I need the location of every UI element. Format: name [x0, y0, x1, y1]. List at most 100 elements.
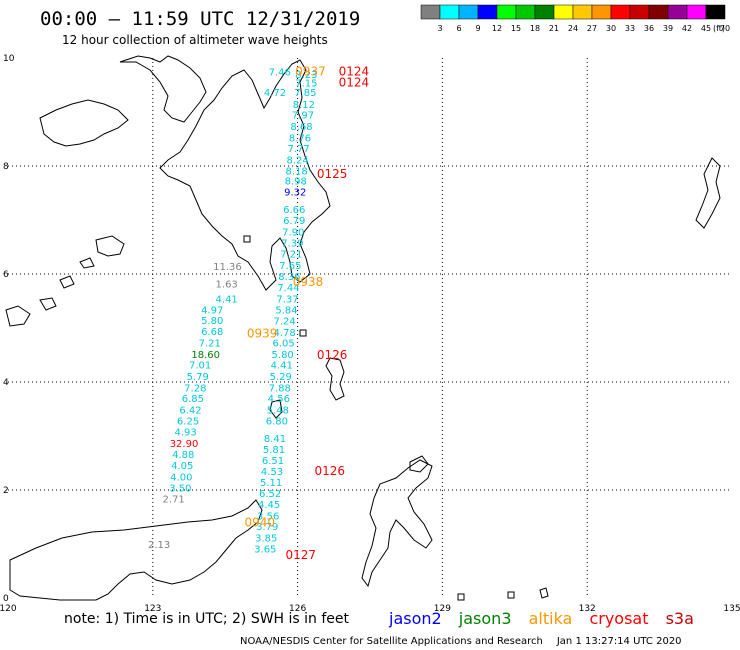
pass-time: 0127 — [286, 548, 317, 562]
wave-height-value: 7.21 — [199, 339, 221, 350]
legend-swatch — [667, 4, 688, 20]
wave-height-value: 9.32 — [284, 187, 306, 198]
wave-height-value: 6.80 — [266, 416, 288, 427]
wave-height-value: 6.68 — [201, 327, 223, 338]
legend-swatch — [648, 4, 669, 20]
wave-height-value: 7.65 — [279, 261, 301, 272]
wave-height-value: 5.48 — [267, 406, 289, 417]
legend-swatch — [420, 4, 441, 20]
lon-tick-label: 123 — [144, 604, 161, 614]
wave-height-value: 6.05 — [273, 339, 295, 350]
lat-tick-label: 6 — [3, 270, 9, 280]
samar-leyte-coast — [119, 55, 207, 123]
legend-swatch — [591, 4, 612, 20]
wave-height-value: 4.97 — [201, 306, 223, 317]
wave-height-value: 5.80 — [201, 316, 223, 327]
credit: NOAA/NESDIS Center for Satellite Applica… — [240, 636, 543, 647]
pass-time: 0937 — [295, 65, 326, 79]
pass-time: 0124 — [339, 75, 370, 89]
sat-jason2: jason2 — [389, 609, 442, 628]
legend-tick: 9 — [475, 24, 480, 33]
wave-height-value: 3.65 — [254, 544, 276, 555]
legend-swatch — [553, 4, 574, 20]
wave-height-value: 7.15 — [295, 78, 317, 89]
wave-height-value: 7.28 — [184, 383, 206, 394]
wave-height-value: 4.53 — [261, 467, 283, 478]
wave-height-value: 8.36 — [278, 272, 300, 283]
legend-swatch — [705, 4, 726, 20]
sat-altika: altika — [528, 609, 573, 628]
morotai-island — [409, 455, 429, 473]
wave-height-value: 2.13 — [148, 540, 170, 551]
wave-height-value: 7.24 — [273, 316, 295, 327]
wave-height-value: 11.36 — [213, 262, 242, 273]
wave-height-value: 4.78 — [273, 328, 295, 339]
coastlines — [5, 55, 721, 601]
legend-tick: 18 — [530, 24, 540, 33]
wave-height-value: 7.88 — [269, 383, 291, 394]
axis-labels: 120 123 126 129 132 135 10 8 6 4 2 0 — [0, 54, 740, 614]
wave-height-value: 5.84 — [275, 306, 297, 317]
wave-height-value: 5.81 — [263, 445, 285, 456]
talaud-coast — [325, 357, 345, 401]
wave-height-value: 4.72 — [264, 88, 286, 99]
wave-height-value: 5.79 — [187, 372, 209, 383]
note-text: note: 1) Time is in UTC; 2) SWH is in fe… — [64, 611, 350, 627]
footer: NOAA/NESDIS Center for Satellite Applica… — [240, 636, 682, 647]
wave-height-value: 7.90 — [282, 227, 304, 238]
legend-swatch — [610, 4, 631, 20]
legend-tick: 15 — [511, 24, 521, 33]
wave-height-value: 6.25 — [177, 416, 199, 427]
wave-height-value: 7.97 — [292, 111, 314, 122]
wave-height-value: 4.88 — [172, 450, 194, 461]
visayas-coast — [39, 99, 129, 147]
wave-height-value: 8.41 — [264, 434, 286, 445]
lat-tick-label: 8 — [3, 162, 9, 172]
wave-height-value: 3.79 — [256, 522, 278, 533]
wave-height-value: 6.52 — [259, 489, 281, 500]
lat-tick-label: 10 — [3, 54, 15, 64]
wave-height-value: 3.50 — [169, 483, 191, 494]
legend-swatch — [458, 4, 479, 20]
wave-height-value: 8.98 — [285, 177, 307, 188]
wave-height-value: 5.11 — [260, 478, 282, 489]
wave-height-value: 6.85 — [182, 394, 204, 405]
legend-tick: 45 — [701, 24, 711, 33]
wave-height-value: 4.56 — [268, 394, 290, 405]
wave-height-value: 8.76 — [289, 133, 311, 144]
legend-swatch — [496, 4, 517, 20]
wave-height-value: 7.37 — [276, 294, 298, 305]
wave-height-value: 5.29 — [270, 372, 292, 383]
map-title: 00:00 – 11:59 UTC 12/31/2019 — [40, 8, 361, 30]
pass-time: 0125 — [317, 167, 348, 181]
wave-height-value: 7.77 — [287, 144, 309, 155]
wave-height-value: 8.23 — [295, 70, 317, 81]
wave-height-value: 2.71 — [162, 495, 184, 506]
legend-swatch — [572, 4, 593, 20]
legend-tick: 33 — [625, 24, 635, 33]
lat-tick-label: 2 — [3, 486, 9, 496]
wave-height-value: 7.85 — [294, 88, 316, 99]
wave-height-value: 4.93 — [175, 428, 197, 439]
legend-swatch — [629, 4, 650, 20]
legend-swatch — [477, 4, 498, 20]
lon-tick-label: 132 — [579, 604, 596, 614]
wave-height-value: 6.42 — [179, 406, 201, 417]
sulawesi-coast — [9, 499, 263, 601]
legend-tick: 36 — [644, 24, 654, 33]
wave-height-value: 3.85 — [255, 534, 277, 545]
satellite-legend: jason2 jason3 altika cryosat s3a — [389, 609, 706, 628]
wave-height-value: 7.39 — [281, 239, 303, 250]
legend-swatch — [439, 4, 460, 20]
wave-height-value: 6.51 — [262, 456, 284, 467]
lon-tick-label: 126 — [289, 604, 306, 614]
legend-unit: (ft) — [713, 24, 725, 33]
wave-height-value: 4.05 — [171, 461, 193, 472]
pass-time: 0938 — [293, 275, 324, 289]
graticule — [8, 58, 732, 598]
lon-tick-label: 120 — [0, 604, 17, 614]
lon-tick-label: 135 — [723, 604, 740, 614]
wave-height-value: 5.80 — [272, 350, 294, 361]
